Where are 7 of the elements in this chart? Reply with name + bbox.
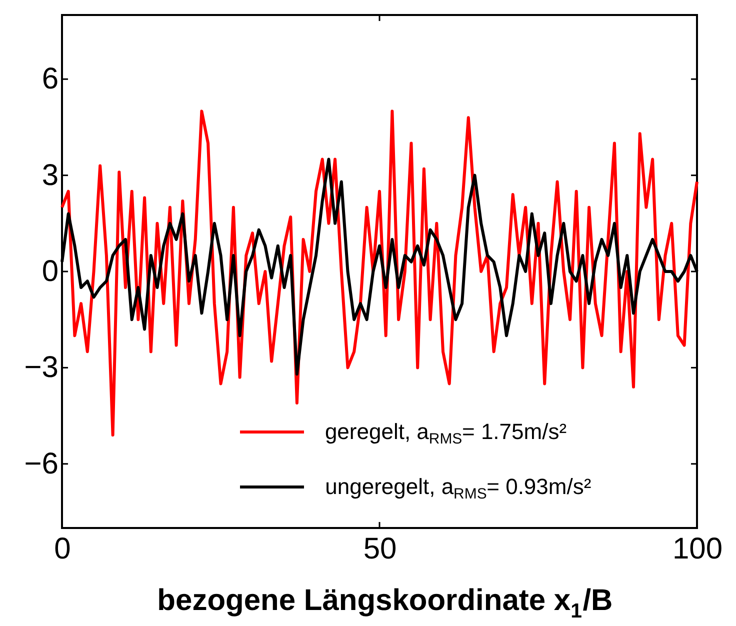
y-tick-label: −6 [24, 447, 58, 480]
x-tick-label: 100 [672, 532, 723, 566]
y-tick-label: 3 [42, 158, 58, 192]
y-tick-label: 0 [42, 255, 58, 288]
x-tick-label: 50 [363, 532, 397, 566]
y-tick-label: 6 [42, 62, 58, 96]
y-tick-label: −3 [24, 351, 58, 384]
